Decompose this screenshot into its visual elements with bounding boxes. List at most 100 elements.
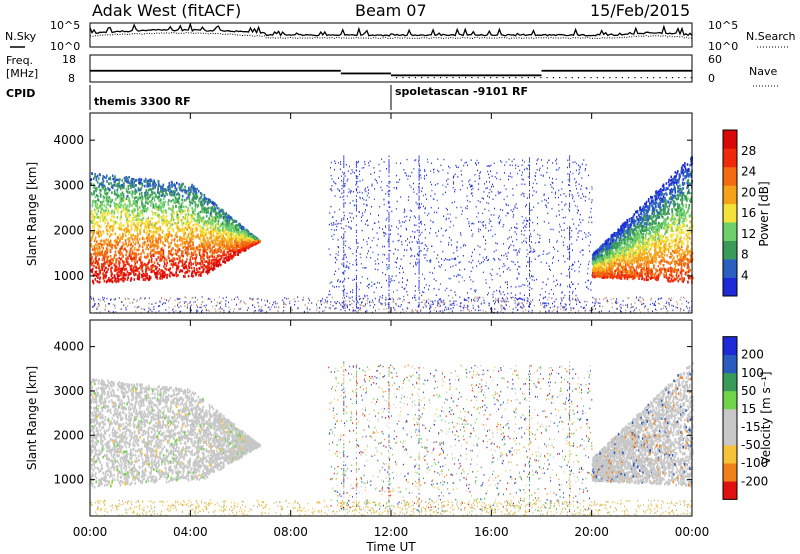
data-cell	[202, 233, 204, 237]
data-cell	[150, 259, 153, 263]
data-cell	[140, 224, 142, 228]
data-cell	[687, 184, 689, 188]
data-cell	[244, 232, 247, 236]
data-cell	[677, 181, 680, 184]
data-cell	[131, 190, 134, 193]
data-cell	[204, 239, 207, 243]
data-cell	[198, 236, 200, 240]
data-cell	[204, 238, 206, 241]
data-cell	[677, 268, 680, 272]
data-cell	[216, 211, 218, 215]
data-cell	[205, 241, 208, 245]
data-cell	[207, 244, 209, 247]
data-cell	[617, 263, 619, 266]
data-cell	[217, 222, 219, 226]
data-cell	[165, 223, 167, 227]
data-cell	[131, 259, 133, 262]
data-cell	[649, 247, 652, 251]
nave-dot	[665, 77, 667, 79]
data-cell	[140, 255, 142, 259]
data-cell	[624, 255, 626, 259]
data-cell	[214, 226, 217, 229]
data-cell	[690, 192, 692, 195]
data-cell	[152, 191, 154, 194]
data-cell	[139, 179, 142, 182]
data-cell	[197, 220, 199, 223]
data-cell	[99, 230, 102, 234]
data-cell	[174, 190, 176, 194]
data-cell	[178, 196, 181, 200]
data-cell	[688, 181, 690, 185]
freq-ytick-top: 18	[62, 53, 76, 66]
data-cell	[134, 264, 136, 267]
data-cell	[237, 253, 239, 256]
data-cell	[184, 188, 186, 192]
data-cell	[104, 262, 107, 265]
cpid-label: CPID	[6, 87, 35, 100]
data-cell	[91, 209, 93, 213]
data-cell	[173, 184, 175, 187]
data-cell	[190, 232, 193, 236]
data-cell	[671, 235, 673, 239]
data-cell	[148, 183, 151, 186]
data-cell	[134, 255, 137, 258]
data-cell	[210, 259, 213, 262]
data-cell	[162, 206, 165, 209]
data-cell	[109, 239, 112, 243]
data-cell	[133, 184, 135, 188]
data-cell	[98, 235, 100, 238]
data-cell	[100, 189, 102, 192]
data-cell	[222, 240, 224, 243]
data-cell	[182, 263, 184, 267]
data-cell	[106, 257, 108, 261]
data-cell	[664, 270, 666, 273]
data-cell	[127, 179, 130, 182]
data-cell	[115, 264, 117, 268]
data-cell	[687, 188, 690, 192]
data-cell	[233, 234, 236, 238]
data-cell	[682, 205, 685, 208]
data-cell	[652, 273, 654, 276]
data-cell	[193, 190, 196, 193]
data-cell	[105, 228, 108, 232]
data-cell	[192, 194, 195, 198]
data-cell	[236, 249, 238, 253]
data-cell	[124, 179, 126, 182]
data-cell	[117, 250, 120, 253]
data-cell	[252, 238, 254, 242]
data-cell	[157, 214, 159, 217]
data-cell	[611, 252, 614, 256]
data-cell	[171, 223, 174, 226]
data-cell	[163, 262, 166, 265]
data-cell	[211, 246, 214, 249]
data-cell	[205, 228, 207, 232]
data-cell	[155, 237, 157, 240]
data-cell	[165, 209, 167, 212]
data-cell	[181, 210, 183, 213]
data-cell	[656, 193, 658, 197]
data-cell	[112, 225, 115, 228]
data-cell	[226, 258, 229, 262]
data-cell	[627, 237, 630, 241]
data-cell	[211, 218, 213, 222]
data-cell	[673, 256, 675, 260]
data-cell	[676, 236, 679, 239]
data-cell	[185, 213, 187, 217]
data-cell	[159, 200, 161, 203]
data-cell	[108, 244, 111, 247]
data-cell	[141, 266, 143, 269]
data-cell	[200, 194, 203, 198]
data-cell	[122, 274, 124, 277]
data-cell	[622, 258, 625, 261]
data-cell	[123, 260, 126, 264]
data-cell	[201, 266, 204, 269]
data-cell	[191, 227, 194, 231]
data-cell	[208, 255, 211, 259]
data-cell	[100, 182, 102, 186]
data-cell	[93, 264, 95, 268]
data-cell	[105, 209, 107, 212]
data-cell	[179, 188, 181, 192]
data-cell	[180, 203, 183, 207]
data-cell	[207, 241, 209, 244]
data-cell	[181, 269, 183, 273]
